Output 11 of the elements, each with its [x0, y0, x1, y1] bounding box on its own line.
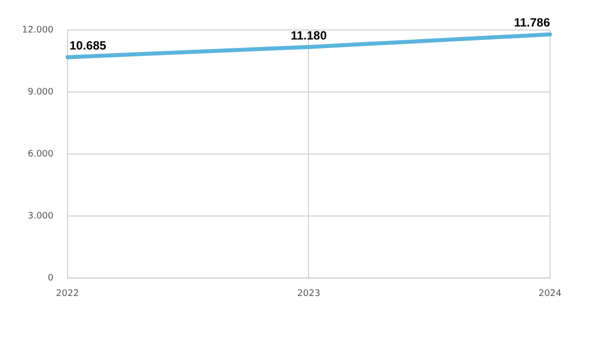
x-tick-label: 2022	[56, 288, 79, 299]
y-tick-label: 0	[48, 274, 54, 284]
y-tick-label: 9.000	[28, 87, 54, 98]
x-tick-label: 2024	[538, 288, 562, 299]
x-tick-label: 2023	[297, 288, 320, 299]
data-label: 10.685	[69, 38, 107, 53]
y-tick-label: 12.000	[22, 25, 54, 36]
y-tick-label: 6.000	[28, 149, 54, 160]
y-tick-label: 3.000	[28, 211, 54, 222]
data-label: 11.786	[514, 16, 550, 30]
data-label: 11.180	[290, 28, 328, 42]
